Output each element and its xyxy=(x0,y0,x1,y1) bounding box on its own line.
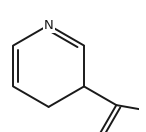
Text: N: N xyxy=(44,19,53,32)
